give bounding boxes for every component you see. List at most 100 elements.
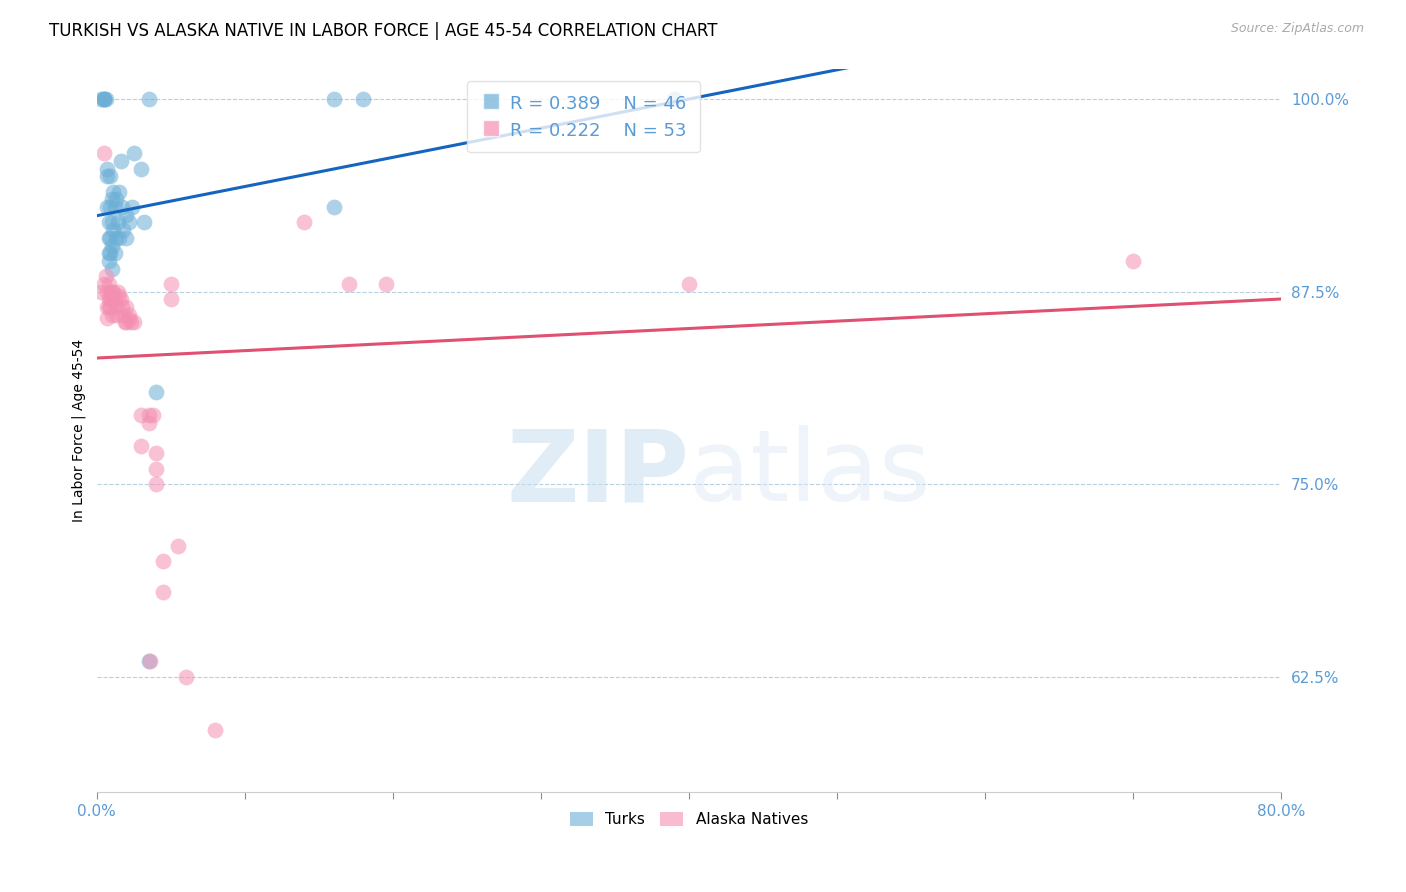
Point xyxy=(97,231,120,245)
Point xyxy=(145,446,167,460)
Point xyxy=(134,215,156,229)
Point xyxy=(122,146,145,161)
Point xyxy=(322,92,344,106)
Point xyxy=(142,408,165,422)
Point xyxy=(101,185,124,199)
Text: atlas: atlas xyxy=(689,425,931,522)
Text: TURKISH VS ALASKA NATIVE IN LABOR FORCE | AGE 45-54 CORRELATION CHART: TURKISH VS ALASKA NATIVE IN LABOR FORCE … xyxy=(49,22,717,40)
Point xyxy=(97,215,120,229)
Point xyxy=(93,92,115,106)
Point xyxy=(145,477,167,491)
Point xyxy=(111,300,134,314)
Point xyxy=(97,300,120,314)
Point xyxy=(204,723,226,738)
Point xyxy=(292,215,315,229)
Point xyxy=(115,208,138,222)
Point xyxy=(118,215,141,229)
Point xyxy=(90,285,112,299)
Point xyxy=(118,312,141,326)
Point xyxy=(93,277,115,291)
Point xyxy=(104,200,127,214)
Point xyxy=(96,200,118,214)
Point xyxy=(105,300,128,314)
Point xyxy=(100,285,122,299)
Point xyxy=(97,293,120,307)
Point xyxy=(145,461,167,475)
Point xyxy=(129,161,152,176)
Point xyxy=(108,289,131,303)
Point xyxy=(94,92,117,106)
Point xyxy=(662,92,685,106)
Point xyxy=(138,408,160,422)
Point xyxy=(96,161,118,176)
Point xyxy=(93,92,115,106)
Point xyxy=(104,293,127,307)
Point xyxy=(100,308,122,322)
Point xyxy=(174,669,197,683)
Point xyxy=(96,169,118,184)
Point xyxy=(100,293,122,307)
Point xyxy=(97,246,120,260)
Point xyxy=(160,293,183,307)
Point xyxy=(108,231,131,245)
Point xyxy=(98,285,121,299)
Point xyxy=(121,200,143,214)
Point xyxy=(138,416,160,430)
Point xyxy=(93,92,115,106)
Point xyxy=(337,277,360,291)
Point xyxy=(122,316,145,330)
Point xyxy=(100,261,122,276)
Text: Source: ZipAtlas.com: Source: ZipAtlas.com xyxy=(1230,22,1364,36)
Point xyxy=(98,246,121,260)
Point xyxy=(110,153,132,168)
Point xyxy=(105,308,128,322)
Point xyxy=(152,554,174,568)
Y-axis label: In Labor Force | Age 45-54: In Labor Force | Age 45-54 xyxy=(72,339,86,522)
Point xyxy=(115,316,138,330)
Point xyxy=(114,316,136,330)
Point xyxy=(129,439,152,453)
Legend: Turks, Alaska Natives: Turks, Alaska Natives xyxy=(562,805,815,835)
Point xyxy=(115,231,138,245)
Point xyxy=(678,277,700,291)
Point xyxy=(352,92,374,106)
Point xyxy=(93,146,115,161)
Point xyxy=(111,200,134,214)
Point xyxy=(322,200,344,214)
Point xyxy=(108,185,131,199)
Point xyxy=(110,293,132,307)
Point xyxy=(101,285,124,299)
Point xyxy=(98,169,121,184)
Point xyxy=(107,285,129,299)
Point xyxy=(138,92,160,106)
Point xyxy=(96,310,118,325)
Point xyxy=(100,238,122,252)
Point xyxy=(98,231,121,245)
Point xyxy=(107,215,129,229)
Point xyxy=(94,269,117,284)
Point xyxy=(374,277,396,291)
Point xyxy=(104,246,127,260)
Point xyxy=(97,254,120,268)
Point xyxy=(167,539,190,553)
Point xyxy=(118,308,141,322)
Point xyxy=(101,223,124,237)
Point xyxy=(97,277,120,291)
Point xyxy=(160,277,183,291)
Point xyxy=(98,200,121,214)
Point xyxy=(100,192,122,206)
Point xyxy=(152,585,174,599)
Point xyxy=(145,384,167,399)
Point xyxy=(105,231,128,245)
Point xyxy=(115,300,138,314)
Point xyxy=(129,408,152,422)
Point xyxy=(98,293,121,307)
Point xyxy=(112,223,135,237)
Point xyxy=(100,215,122,229)
Point xyxy=(105,192,128,206)
Point xyxy=(98,300,121,314)
Point xyxy=(96,300,118,314)
Point xyxy=(139,654,162,668)
Point xyxy=(138,654,160,668)
Point xyxy=(1122,254,1144,268)
